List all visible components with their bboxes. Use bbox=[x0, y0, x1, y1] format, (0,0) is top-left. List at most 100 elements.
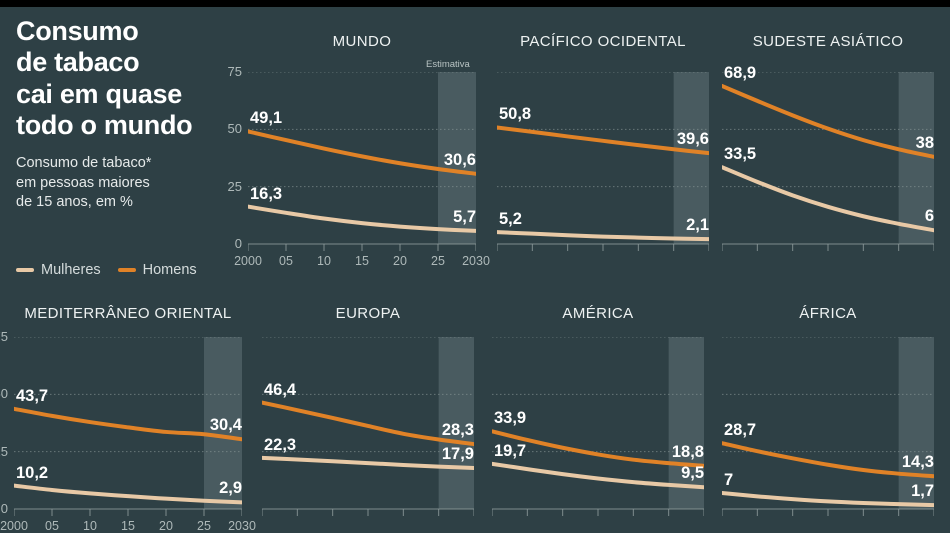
start-value-mulheres-america: 19,7 bbox=[494, 441, 527, 460]
plot-africa bbox=[722, 337, 934, 533]
end-value-homens-pacifico-ocidental: 39,6 bbox=[676, 130, 709, 149]
x-tick-label: 10 bbox=[317, 254, 331, 268]
x-tick-label: 25 bbox=[431, 254, 445, 268]
y-tick-label: 25 bbox=[227, 178, 242, 194]
plot-area-europa bbox=[262, 337, 474, 516]
x-tick-label: 15 bbox=[121, 519, 135, 533]
estimate-band bbox=[438, 72, 476, 244]
end-value-mulheres-mundo: 5,7 bbox=[453, 207, 476, 226]
estimate-band bbox=[668, 337, 704, 509]
estimate-band bbox=[898, 72, 934, 244]
page-subtitle: Consumo de tabaco* em pessoas maiores de… bbox=[16, 155, 152, 211]
y-tick-label: 75 bbox=[0, 329, 8, 344]
estimate-band bbox=[204, 337, 242, 509]
legend-swatch-homens bbox=[117, 268, 136, 272]
legend-label-homens: Homens bbox=[142, 262, 197, 278]
y-tick-label: 75 bbox=[227, 64, 242, 79]
x-tick-label: 15 bbox=[355, 254, 369, 268]
start-value-homens-africa: 28,7 bbox=[724, 421, 757, 440]
plot-america bbox=[492, 337, 704, 533]
chart-panel-america: AMÉRICA 33,9 18,8 19,7 9,5 bbox=[492, 0, 704, 533]
legend-label-mulheres: Mulheres bbox=[41, 262, 101, 278]
start-value-mulheres-europa: 22,3 bbox=[264, 435, 297, 454]
y-tick-label: 50 bbox=[227, 121, 242, 137]
chart-panel-pacifico-ocidental: PACÍFICO OCIDENTAL 50,8 39,6 5,2 2,1 bbox=[497, 0, 709, 533]
series-line-mulheres bbox=[722, 165, 934, 233]
series-line-mulheres bbox=[492, 461, 704, 490]
chart-panel-africa: ÁFRICA 28,7 14,3 7 1,7 bbox=[722, 0, 934, 533]
estimate-label: Estimativa bbox=[426, 59, 470, 70]
end-value-mulheres-europa: 17,9 bbox=[441, 444, 474, 463]
panel-title-europa: EUROPA bbox=[335, 305, 401, 322]
y-tick-label: 0 bbox=[0, 501, 8, 516]
headline-block: Consumo de tabaco cai em quase todo o mu… bbox=[16, 16, 234, 213]
x-tick-label: 20 bbox=[393, 254, 407, 268]
x-tick-label: 05 bbox=[45, 519, 59, 533]
end-value-mulheres-mediterraneo-oriental: 2,9 bbox=[219, 479, 242, 498]
start-value-homens-america: 33,9 bbox=[494, 409, 527, 428]
start-value-mulheres-mediterraneo-oriental: 10,2 bbox=[16, 463, 49, 482]
x-tick-label: 05 bbox=[279, 254, 293, 268]
plot-europa bbox=[262, 337, 474, 533]
top-black-bar bbox=[0, 0, 950, 7]
x-tick-label: 2030 bbox=[462, 254, 490, 268]
estimate-band bbox=[438, 337, 474, 509]
start-value-mulheres-pacifico-ocidental: 5,2 bbox=[499, 210, 522, 229]
x-tick-label: 10 bbox=[83, 519, 97, 533]
series-line-mulheres bbox=[248, 204, 476, 233]
panel-title-africa: ÁFRICA bbox=[799, 305, 857, 322]
panel-title-mundo: MUNDO bbox=[332, 33, 392, 50]
end-value-mulheres-sudeste-asiatico: 6 bbox=[924, 207, 934, 226]
end-value-homens-europa: 28,3 bbox=[441, 421, 474, 440]
plot-pacifico-ocidental bbox=[497, 72, 709, 270]
plot-area-mundo bbox=[248, 72, 476, 251]
end-value-mulheres-pacifico-ocidental: 2,1 bbox=[686, 216, 709, 235]
x-tick-label: 2000 bbox=[234, 254, 262, 268]
series-line-mulheres bbox=[262, 455, 474, 470]
start-value-homens-mundo: 49,1 bbox=[250, 109, 283, 128]
estimate-band bbox=[673, 72, 709, 244]
estimate-band bbox=[898, 337, 934, 509]
chart-panel-mediterraneo-oriental: MEDITERRÂNEO ORIENTAL 43,7 30,4 10,2 2,9 0 25 5… bbox=[0, 0, 256, 533]
series-line-mulheres bbox=[14, 483, 242, 505]
chart-panel-europa: EUROPA 46,4 28,3 22,3 17,9 bbox=[262, 0, 474, 533]
plot-area-africa bbox=[722, 337, 934, 516]
start-value-mulheres-sudeste-asiatico: 33,5 bbox=[724, 145, 757, 164]
series-line-homens bbox=[248, 129, 476, 176]
plot-area-sudeste-asiatico bbox=[722, 72, 934, 251]
chart-panel-mundo: MUNDO Estimativa 49,1 30,6 16,3 5,7 0 25 50 75 200… bbox=[228, 0, 490, 533]
panel-title-america: AMÉRICA bbox=[562, 305, 634, 322]
start-value-mulheres-mundo: 16,3 bbox=[250, 184, 283, 203]
y-tick-label: 50 bbox=[0, 386, 8, 402]
series-line-homens bbox=[722, 441, 934, 479]
end-value-homens-america: 18,8 bbox=[671, 442, 704, 461]
end-value-homens-africa: 14,3 bbox=[901, 453, 934, 472]
plot-area-america bbox=[492, 337, 704, 516]
x-tick-label: 20 bbox=[159, 519, 173, 533]
start-value-homens-europa: 46,4 bbox=[264, 380, 297, 399]
start-value-homens-pacifico-ocidental: 50,8 bbox=[499, 105, 532, 124]
y-tick-label: 25 bbox=[0, 443, 8, 459]
series-line-homens bbox=[14, 406, 242, 442]
chart-panel-sudeste-asiatico: SUDESTE ASIÁTICO 68,9 38 33,5 6 bbox=[722, 0, 934, 533]
end-value-homens-mundo: 30,6 bbox=[443, 150, 476, 169]
page-title: Consumo de tabaco cai em quase todo o mu… bbox=[16, 16, 193, 140]
plot-area-mediterraneo-oriental bbox=[14, 337, 242, 516]
x-tick-label: 25 bbox=[197, 519, 211, 533]
x-tick-label: 2030 bbox=[228, 519, 256, 533]
start-value-mulheres-africa: 7 bbox=[724, 470, 734, 489]
series-line-homens bbox=[497, 125, 709, 156]
series-line-homens bbox=[262, 400, 474, 447]
end-value-mulheres-africa: 1,7 bbox=[911, 482, 934, 501]
end-value-homens-mediterraneo-oriental: 30,4 bbox=[209, 416, 242, 435]
y-tick-label: 0 bbox=[234, 236, 242, 251]
series-line-homens bbox=[722, 83, 934, 159]
end-value-homens-sudeste-asiatico: 38 bbox=[915, 133, 934, 152]
panel-title-sudeste-asiatico: SUDESTE ASIÁTICO bbox=[752, 33, 904, 50]
panel-title-mediterraneo-oriental: MEDITERRÂNEO ORIENTAL bbox=[24, 305, 232, 322]
series-line-mulheres bbox=[497, 230, 709, 242]
x-tick-label: 2000 bbox=[0, 519, 28, 533]
plot-mediterraneo-oriental bbox=[14, 337, 242, 533]
panel-title-pacifico-ocidental: PACÍFICO OCIDENTAL bbox=[520, 33, 686, 50]
